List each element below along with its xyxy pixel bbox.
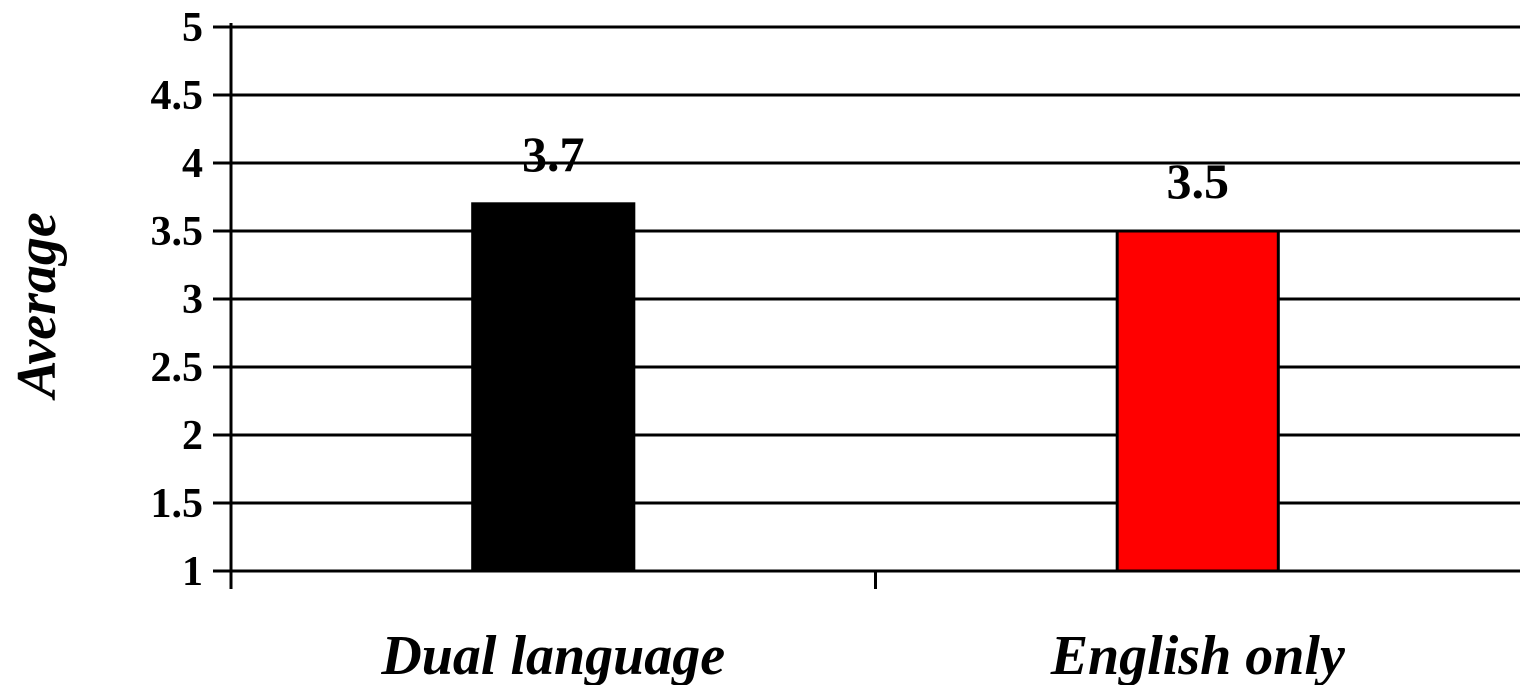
axes [213, 23, 1520, 589]
y-tick-label: 4.5 [151, 73, 204, 119]
bar-english-only [1115, 229, 1280, 573]
bar-dual-language [471, 202, 636, 573]
y-tick-label: 1 [182, 549, 203, 595]
y-tick-label: 2 [182, 413, 203, 459]
x-category-label: English only [1050, 625, 1346, 685]
y-tick-label: 2.5 [151, 345, 204, 391]
labels: 1 1.5 2 2.5 3 3.5 4 4.5 5 3.7 Dual language 3.5 Engl… [151, 5, 1346, 685]
bars [471, 202, 1280, 573]
y-tick-label: 3.5 [151, 209, 204, 255]
gridlines [231, 25, 1520, 505]
data-label: 3.7 [522, 126, 585, 182]
y-tick-label: 4 [182, 141, 203, 187]
y-axis-title: Average [6, 212, 68, 401]
y-tick-label: 1.5 [151, 481, 204, 527]
y-tick-label: 3 [182, 277, 203, 323]
y-tick-label: 5 [182, 5, 203, 51]
x-category-label: Dual language [380, 625, 725, 685]
data-label: 3.5 [1167, 153, 1230, 209]
